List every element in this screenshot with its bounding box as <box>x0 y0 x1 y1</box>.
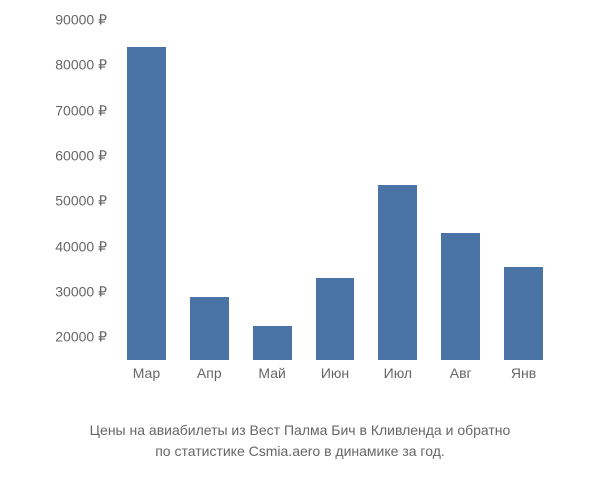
y-tick-label: 60000 ₽ <box>55 148 107 165</box>
plot-area <box>115 20 555 360</box>
x-tick-label: Июл <box>384 365 412 381</box>
x-tick-label: Янв <box>511 365 536 381</box>
bar <box>378 185 417 360</box>
price-chart: 20000 ₽ 30000 ₽ 40000 ₽ 50000 ₽ 60000 ₽ 70000… <box>30 20 570 400</box>
x-tick-label: Апр <box>197 365 222 381</box>
x-tick-label: Май <box>258 365 285 381</box>
x-axis: Мар Апр Май Июн Июл Авг Янв <box>115 365 555 395</box>
y-axis: 20000 ₽ 30000 ₽ 40000 ₽ 50000 ₽ 60000 ₽ 70000… <box>30 20 115 360</box>
y-tick-label: 20000 ₽ <box>55 329 107 346</box>
x-tick-label: Мар <box>133 365 160 381</box>
y-tick-label: 80000 ₽ <box>55 57 107 74</box>
bar <box>190 297 229 360</box>
bar <box>504 267 543 360</box>
y-tick-label: 50000 ₽ <box>55 193 107 210</box>
x-tick-label: Авг <box>450 365 472 381</box>
bar <box>127 47 166 360</box>
chart-caption: Цены на авиабилеты из Вест Палма Бич в К… <box>0 420 600 462</box>
bar <box>253 326 292 360</box>
y-tick-label: 30000 ₽ <box>55 284 107 301</box>
y-tick-label: 70000 ₽ <box>55 102 107 119</box>
y-tick-label: 90000 ₽ <box>55 12 107 29</box>
caption-line-1: Цены на авиабилеты из Вест Палма Бич в К… <box>0 420 600 441</box>
x-tick-label: Июн <box>321 365 349 381</box>
bar <box>441 233 480 360</box>
caption-line-2: по статистике Csmia.aero в динамике за г… <box>0 441 600 462</box>
y-tick-label: 40000 ₽ <box>55 238 107 255</box>
bar <box>316 278 355 360</box>
